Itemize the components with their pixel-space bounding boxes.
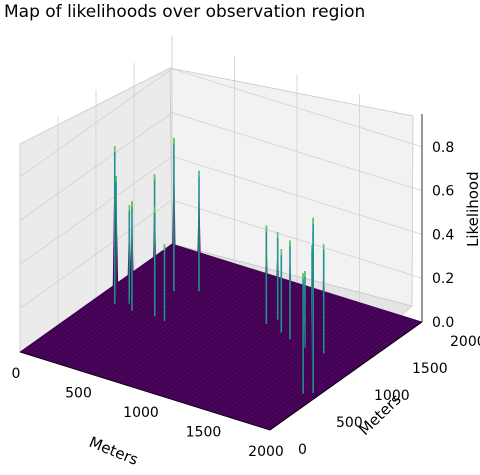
surface-mesh-line xyxy=(249,315,402,424)
likelihood-peaks xyxy=(112,137,326,395)
y-tick-label: 1500 xyxy=(412,361,448,377)
surface-mesh-line xyxy=(115,273,268,383)
surface-mesh-line xyxy=(215,304,368,414)
x-tick-label: 0 xyxy=(12,366,21,382)
y-tick-label: 0 xyxy=(298,442,307,458)
surface-mesh-line xyxy=(136,280,289,389)
chart-title: Map of likelihoods over observation regi… xyxy=(4,2,365,22)
x-tick-label: 1500 xyxy=(186,425,222,441)
z-tick-label: 0.4 xyxy=(432,227,454,243)
x-tick-label: 2000 xyxy=(248,444,284,460)
surface-mesh-line xyxy=(224,307,377,416)
x-tick-label: 500 xyxy=(65,386,92,402)
surface-mesh-line xyxy=(132,278,285,388)
surface-mesh-line xyxy=(165,289,318,398)
surface-mesh-line xyxy=(65,258,218,367)
surface-mesh-line xyxy=(111,272,264,381)
surface-mesh-line xyxy=(53,254,206,363)
surface-mesh-line xyxy=(182,294,335,403)
x-axis-line xyxy=(19,351,271,431)
surface-mesh-line xyxy=(257,317,410,427)
z-gridline xyxy=(19,68,423,178)
surface-mesh-line xyxy=(265,320,418,429)
x-axis-label: Meters xyxy=(87,433,141,469)
surface-mesh-line xyxy=(36,248,189,358)
surface-mesh-line xyxy=(90,265,243,375)
surface-mesh-line xyxy=(261,319,414,428)
surface-mesh-line xyxy=(207,302,360,411)
surface-mesh-line xyxy=(232,310,385,419)
surface-mesh-line xyxy=(49,252,202,362)
surface-mesh-line xyxy=(103,269,256,379)
surface-mesh-line xyxy=(203,300,356,410)
z-tick-label: 0.8 xyxy=(432,140,454,156)
surface-mesh-line xyxy=(44,251,198,361)
surface-mesh-line xyxy=(174,291,327,401)
surface-mesh-line xyxy=(211,303,364,413)
surface-mesh-line xyxy=(144,282,298,392)
surface-mesh-line xyxy=(61,256,214,366)
x-tick-label: 1000 xyxy=(123,405,159,421)
surface-mesh-line xyxy=(128,277,281,387)
surface-mesh-line xyxy=(244,313,398,423)
z-gridline xyxy=(19,199,423,309)
surface-mesh-line xyxy=(194,298,348,407)
surface-mesh-line xyxy=(94,267,248,376)
axes xyxy=(19,114,423,431)
surface-mesh-line xyxy=(124,276,277,385)
z-gridline xyxy=(19,155,423,265)
surface-mesh-line xyxy=(24,245,177,354)
surface-mesh-line xyxy=(149,284,302,393)
surface-mesh-line xyxy=(119,274,273,384)
surface-mesh-line xyxy=(169,290,323,400)
surface-mesh-line xyxy=(69,259,223,368)
surface-mesh-line xyxy=(199,299,352,409)
surface-mesh-line xyxy=(82,263,235,372)
surface-mesh-line xyxy=(161,287,314,397)
z-tick-label: 0.0 xyxy=(432,315,454,331)
surface-mesh-line xyxy=(219,306,373,415)
y-tick-label: 500 xyxy=(336,415,363,431)
y-tick-label: 1000 xyxy=(374,388,410,404)
surface-mesh-line xyxy=(190,297,343,406)
surface-mesh-line xyxy=(157,286,310,396)
surface-mesh-line xyxy=(240,312,393,422)
tick-labels: 050010001500200005001000150020000.00.20.… xyxy=(12,140,480,460)
y-axis-line xyxy=(269,321,423,431)
z-tick-label: 0.2 xyxy=(432,271,454,287)
surface-mesh-line xyxy=(99,268,252,377)
z-tick-label: 0.6 xyxy=(432,184,454,200)
surface-mesh-line xyxy=(32,247,185,357)
surface-mesh-line xyxy=(253,316,406,426)
z-axis-label: Likelihood xyxy=(464,171,480,247)
surface-mesh-line xyxy=(107,271,260,380)
z-gridline xyxy=(19,112,423,221)
y-tick-label: 2000 xyxy=(450,334,480,350)
